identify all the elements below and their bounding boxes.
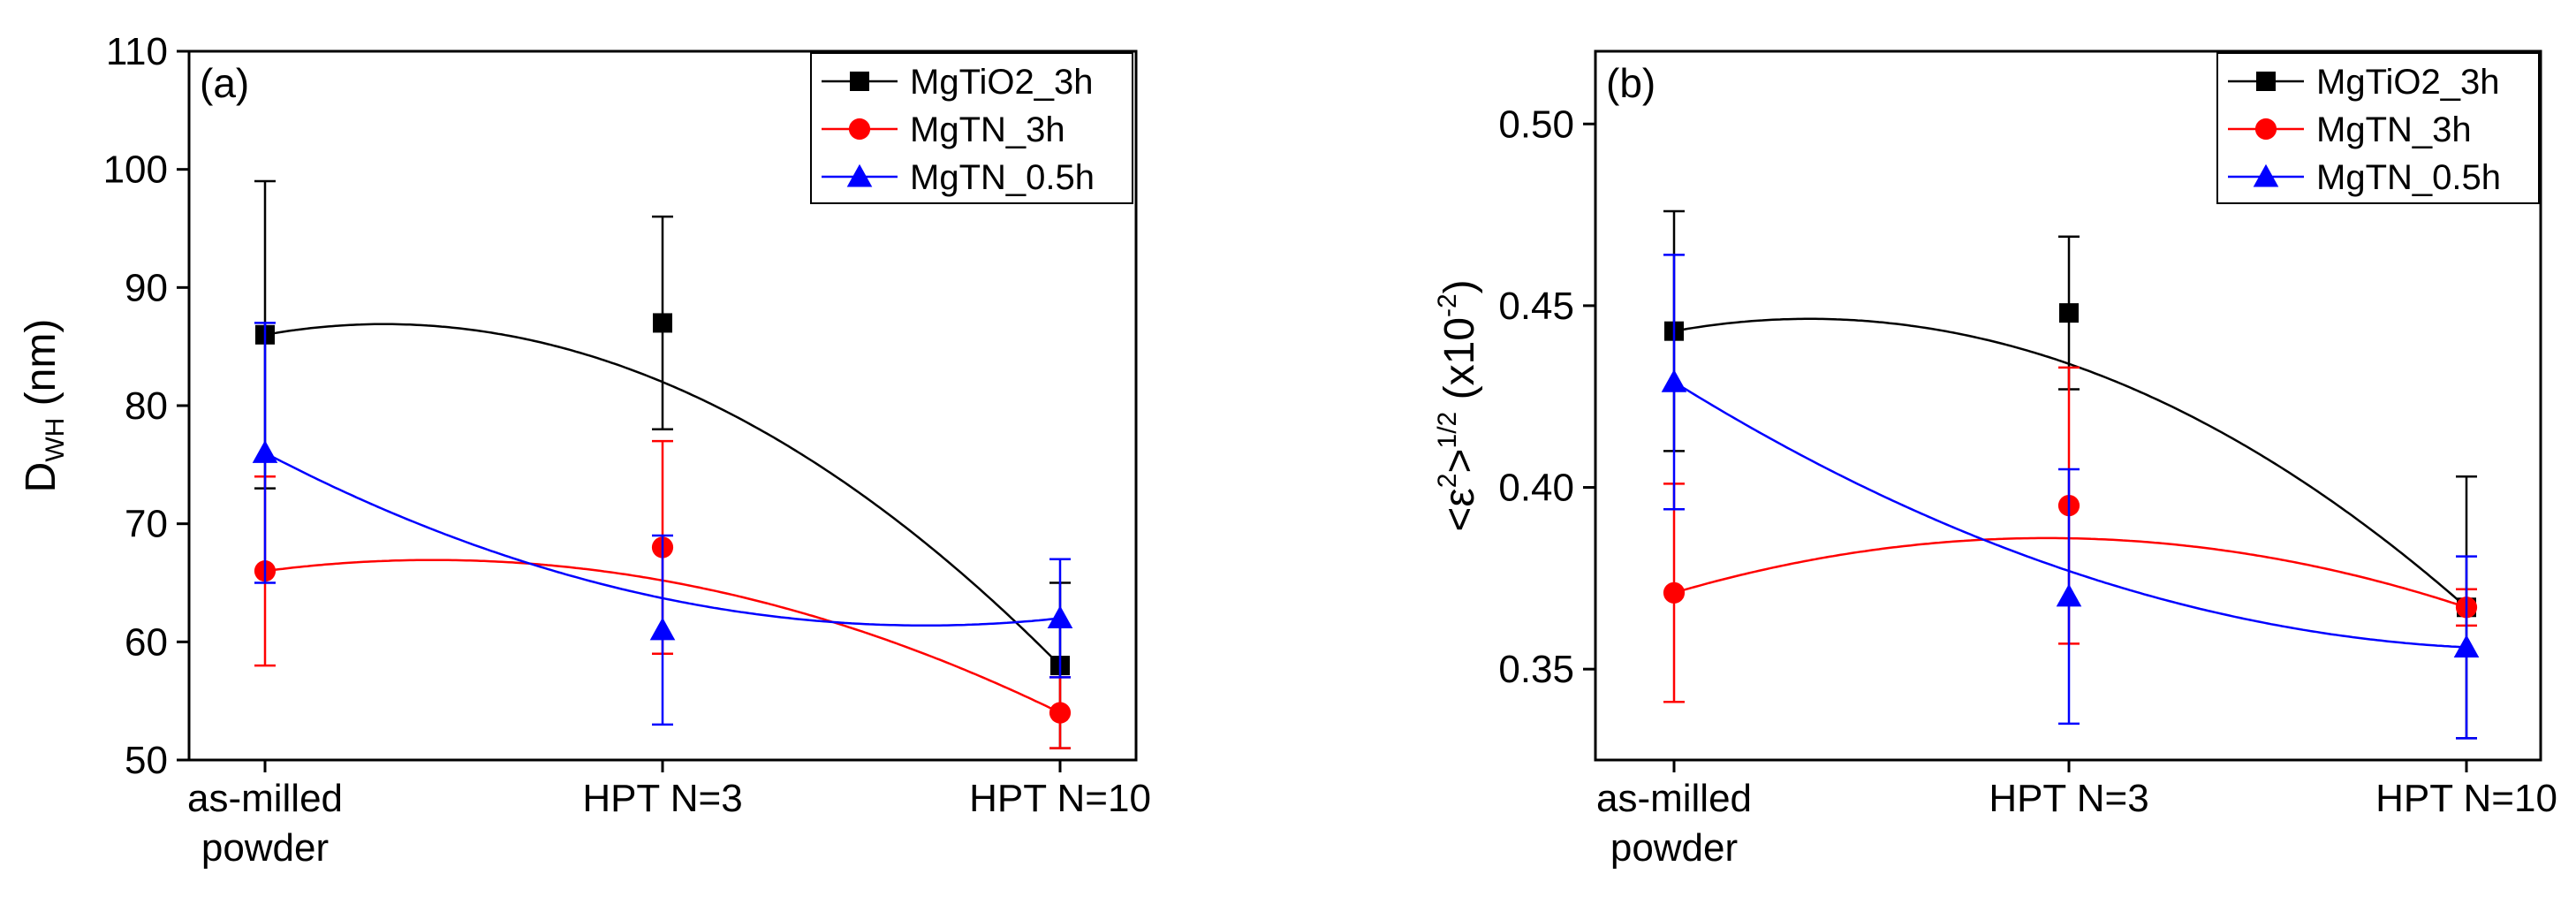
y-axis-title: <ε2>1/2 (x10-2) [1433,279,1483,531]
y-tick-label: 0.45 [1498,285,1574,328]
legend-marker [2253,163,2279,187]
panel-label: (b) [1606,60,1655,106]
legend-marker [846,163,873,187]
x-tick-label: HPT N=10 [2375,777,2557,820]
y-tick-label: 70 [125,503,168,546]
legend-marker [848,118,871,141]
data-point [1047,605,1073,629]
x-tick-label: as-milled [1596,777,1752,820]
x-tick-label: powder [201,826,329,870]
y-axis-title-sup: 2 [1433,474,1462,489]
fit-line [1673,317,2467,609]
chart-panel-b: 0.35 0.40 0.45 0.50 as-milled powder HPT N=3 HP… [1433,49,2557,870]
chart-panel-a: 50 60 70 80 90 100 110 as-milled powder HPT N=3 HP… [18,30,1151,870]
y-tick-label: 0.40 [1498,467,1574,510]
legend-label: MgTN_0.5h [910,158,1095,197]
y-tick-label: 0.50 [1498,103,1574,146]
y-axis-title: DWH (nm) [18,319,70,493]
data-point [649,617,676,641]
data-point [653,313,672,333]
y-tick-label: 80 [125,384,168,428]
x-tick-label: as-milled [187,777,343,820]
data-point [2453,635,2480,657]
legend-label: MgTN_3h [910,110,1065,149]
y-axis-title-open: <ε [1436,488,1483,531]
panel-label: (a) [200,60,249,106]
series-MgTN_0.5h [1661,254,2480,740]
series-MgTiO2_3h [1663,209,2477,740]
y-axis-title-sup: -2 [1433,293,1462,317]
data-point [1049,702,1072,724]
y-axis-title-unit: (nm) [18,319,64,418]
data-point [1663,581,1686,604]
series-MgTN_3h [1663,366,2478,703]
legend-marker [2256,72,2276,91]
y-tick-label: 60 [125,620,168,664]
y-tick-label: 0.35 [1498,648,1574,691]
data-point [252,440,278,463]
y-axis-title-sub: WH [41,418,70,462]
legend: MgTiO2_3h MgTN_3h MgTN_0.5h [810,52,1133,204]
y-axis-title-sup: 1/2 [1433,412,1462,449]
legend-label: MgTiO2_3h [910,63,1094,102]
legend-label: MgTN_0.5h [2316,158,2501,197]
legend-marker [850,72,869,91]
y-tick-label: 90 [125,266,168,309]
y-tick-label: 50 [125,739,168,782]
legend-marker [2254,118,2277,141]
y-tick-label: 110 [106,30,168,73]
data-point [2059,303,2079,323]
y-axis-title-main: D [18,462,64,493]
x-tick-label: HPT N=3 [1989,777,2148,820]
legend-label: MgTN_3h [2316,110,2472,149]
x-tick-label: powder [1610,826,1738,870]
data-point [1661,369,1687,392]
y-axis-title-end: ) [1436,279,1483,293]
y-axis-title-close: > [1436,448,1483,473]
data-point [2056,583,2082,607]
y-tick-label: 100 [103,148,168,192]
y-axis-title-unit: (x10 [1436,317,1483,412]
fit-line [1673,381,2466,649]
legend: MgTiO2_3h MgTN_3h MgTN_0.5h [2216,52,2540,204]
x-tick-label: HPT N=3 [582,777,742,820]
legend-label: MgTiO2_3h [2316,63,2500,102]
series-MgTN_0.5h [252,322,1073,726]
x-tick-label: HPT N=10 [969,777,1151,820]
fit-line [1673,536,2467,609]
